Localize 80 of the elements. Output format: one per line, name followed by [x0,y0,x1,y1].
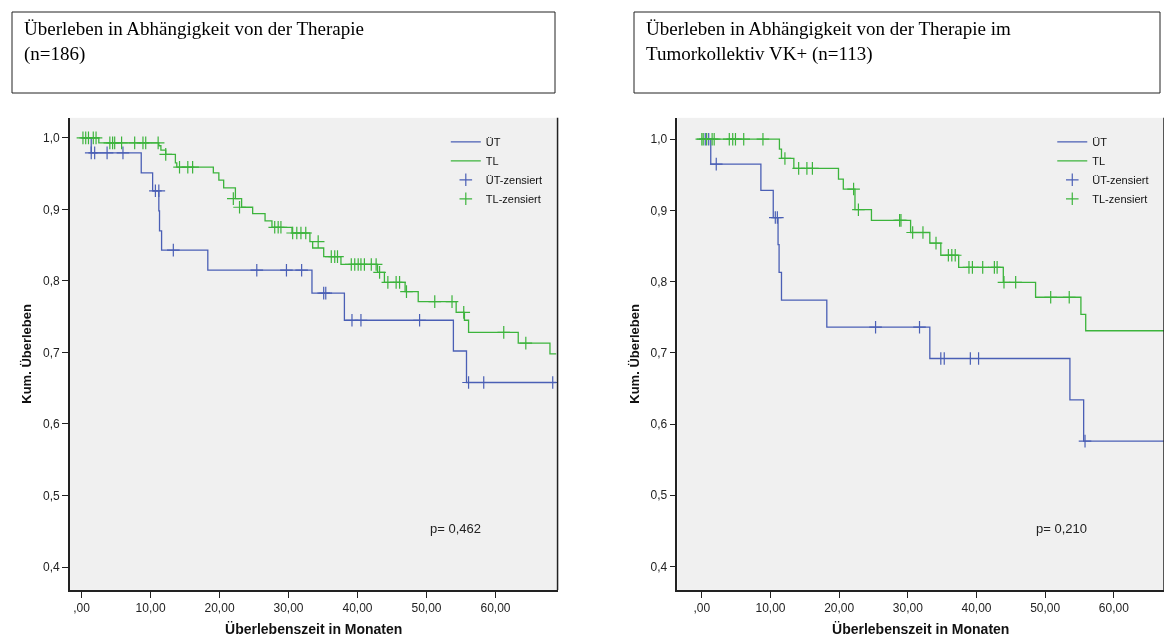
point [151,135,166,150]
point [846,182,861,196]
point [166,243,181,258]
point [354,313,368,328]
x-tick-label: ,00 [73,601,91,616]
y-tick-label: 0,5 [43,488,61,503]
point [912,320,927,335]
x-tick-label: 60,00 [1098,601,1130,616]
x-tick-label: 60,00 [480,601,511,616]
x-tick-label: 20,00 [824,601,855,616]
legend-label: TL [485,155,499,168]
legend-label: ÜT-zensiert [485,174,543,187]
legend-label: TL-zensiert [1092,193,1148,206]
x-tick-label: 30,00 [892,601,924,616]
x-tick-label: 50,00 [1030,601,1061,616]
y-axis-title: Kum. Überleben [19,303,35,404]
point [1008,275,1023,290]
point [369,257,384,272]
y-tick-label: 0,8 [43,274,61,289]
point [518,336,533,351]
point [868,320,883,335]
point [929,236,943,251]
x-axis-title: Überlebenszeit in Monaten [832,620,1010,637]
point [709,157,724,172]
point [311,234,326,249]
x-tick-label: 20,00 [204,601,235,616]
legend-label: TL-zensiert [485,193,541,206]
annotation: p= 0,462 [430,521,481,536]
point [114,135,129,150]
y-tick-label: 0,4 [43,560,61,575]
point [1078,434,1092,448]
point [158,147,173,162]
y-tick-label: 0,7 [43,345,61,360]
y-tick-label: 1,0 [650,132,668,147]
point [116,146,130,160]
y-tick-label: 0,5 [650,488,668,503]
point [294,263,309,278]
y-tick-label: 0,7 [650,346,668,361]
chart-title: Überleben in Abhängigkeit von der Therapie im Tumorkollektiv VK+ (n=113) [646,18,1011,65]
point [456,305,471,320]
y-tick-label: 0,8 [650,274,668,289]
point [948,248,963,263]
point [756,132,770,147]
point [445,294,459,309]
y-tick-label: 0,6 [650,417,668,432]
point [1062,290,1077,305]
chart-title: Überleben in Abhängigkeit von der Therapie (n=186) [24,18,364,65]
x-axis-title: Überlebenszeit in Monaten [225,620,403,637]
y-tick-label: 0,9 [650,203,668,218]
y-tick-label: 1,0 [43,131,61,146]
point [975,260,990,275]
point [997,275,1011,290]
x-tick-label: 40,00 [342,601,373,616]
x-tick-label: 10,00 [755,601,786,616]
x-tick-label: 30,00 [273,601,304,616]
y-axis-title: Kum. Überleben [627,303,643,404]
y-tick-label: 0,9 [43,202,61,217]
legend-label: ÜT [1092,136,1108,149]
point [100,146,114,160]
point [185,160,200,175]
point [1043,290,1058,305]
legend-label: TL [1092,155,1106,168]
y-tick-label: 0,4 [650,559,668,574]
x-tick-label: 50,00 [411,601,442,616]
point [496,325,511,340]
point [778,151,792,166]
point [736,132,751,147]
point [805,161,820,176]
x-tick-label: ,00 [693,601,711,616]
point [279,263,294,278]
point [851,202,866,217]
point [249,263,264,278]
annotation: p= 0,210 [1036,521,1087,536]
y-tick-label: 0,6 [43,417,61,432]
point [427,294,442,309]
x-tick-label: 40,00 [961,601,992,616]
legend-label: ÜT [485,136,501,149]
x-tick-label: 10,00 [135,601,166,616]
legend-label: ÜT-zensiert [1092,174,1149,187]
point [412,313,427,328]
